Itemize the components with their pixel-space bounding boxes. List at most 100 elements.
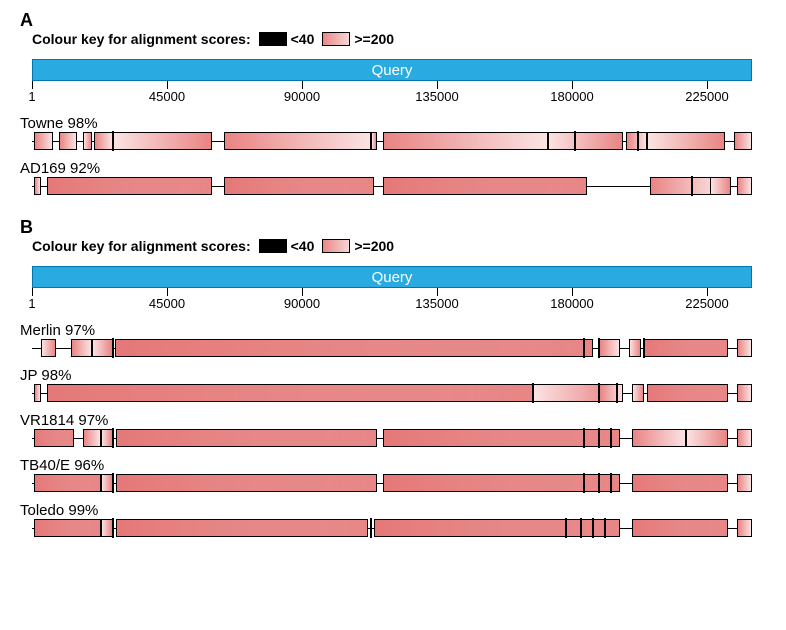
segment-boundary	[565, 518, 567, 538]
alignment-segment	[224, 132, 371, 150]
axis-tick: 135000	[437, 288, 438, 296]
alignment-segment	[116, 429, 377, 447]
alignment-segment	[47, 177, 212, 195]
legend-swatch	[322, 239, 350, 253]
axis-tick-label: 135000	[415, 89, 458, 104]
axis-tick-label: 135000	[415, 296, 458, 311]
query-bar: Query	[32, 59, 752, 81]
axis-tick-label: 1	[28, 296, 35, 311]
track-label: Toledo 99%	[20, 502, 766, 519]
alignment-segment	[41, 339, 56, 357]
alignment-segment	[629, 339, 641, 357]
legend-prefix: Colour key for alignment scores:	[32, 31, 251, 47]
axis-tick-label: 45000	[149, 89, 185, 104]
alignment-segment	[737, 519, 752, 537]
alignment-segment	[47, 384, 533, 402]
alignment-track: AD169 92%	[20, 160, 766, 195]
alignment-segment	[737, 177, 752, 195]
axis-tick-label: 45000	[149, 296, 185, 311]
axis-tick-label: 1	[28, 89, 35, 104]
alignment-segment	[371, 132, 377, 150]
alignment-segment	[92, 339, 113, 357]
panel-letter: B	[20, 217, 766, 238]
alignment-segment	[647, 132, 725, 150]
track-canvas	[20, 384, 766, 402]
axis-tick: 180000	[572, 288, 573, 296]
alignment-segment	[34, 132, 54, 150]
alignment-segment	[34, 429, 75, 447]
axis-tick: 90000	[302, 81, 303, 89]
figure-root: AColour key for alignment scores:<40>=20…	[0, 0, 786, 630]
track-canvas	[20, 339, 766, 357]
alignment-segment	[647, 384, 728, 402]
track-canvas	[20, 429, 766, 447]
query-bar: Query	[32, 266, 752, 288]
alignment-track: JP 98%	[20, 367, 766, 402]
track-canvas	[20, 132, 766, 150]
alignment-segment	[94, 132, 114, 150]
track-canvas	[20, 519, 766, 537]
axis-tick-label: 225000	[685, 296, 728, 311]
legend-item-label: >=200	[354, 31, 394, 47]
axis-tick: 225000	[707, 81, 708, 89]
legend: Colour key for alignment scores:<40>=200	[32, 238, 394, 254]
alignment-track: TB40/E 96%	[20, 457, 766, 492]
axis-tick: 1	[32, 288, 33, 296]
alignment-segment	[59, 132, 77, 150]
alignment-segment	[115, 339, 594, 357]
segment-boundary	[592, 518, 594, 538]
axis-tick-label: 90000	[284, 296, 320, 311]
segment-boundary	[583, 338, 585, 358]
alignment-segment	[116, 474, 377, 492]
axis-tick: 1	[32, 81, 33, 89]
alignment-segment	[34, 177, 42, 195]
alignment-segment	[34, 474, 102, 492]
segment-boundary	[610, 473, 612, 493]
segment-boundary	[598, 473, 600, 493]
alignment-segment	[686, 429, 728, 447]
legend-item-label: <40	[291, 238, 315, 254]
alignment-segment	[710, 177, 731, 195]
alignment-segment	[383, 177, 587, 195]
alignment-segment	[71, 339, 92, 357]
segment-boundary	[574, 131, 576, 151]
alignment-segment	[632, 474, 728, 492]
alignment-segment	[374, 519, 620, 537]
segment-boundary	[580, 518, 582, 538]
axis-tick-label: 180000	[550, 89, 593, 104]
segment-boundary	[610, 428, 612, 448]
alignment-segment	[548, 132, 623, 150]
alignment-segment	[632, 429, 686, 447]
legend-swatch	[259, 32, 287, 46]
alignment-track: Toledo 99%	[20, 502, 766, 537]
segment-boundary	[598, 428, 600, 448]
segment-boundary	[643, 338, 645, 358]
alignment-segment	[34, 384, 42, 402]
alignment-segment	[737, 474, 752, 492]
axis-tick: 135000	[437, 81, 438, 89]
legend: Colour key for alignment scores:<40>=200	[32, 31, 394, 47]
alignment-segment	[599, 384, 623, 402]
segment-boundary	[112, 338, 114, 358]
alignment-segment	[734, 132, 752, 150]
alignment-segment	[83, 429, 101, 447]
alignment-segment	[632, 519, 728, 537]
alignment-segment	[383, 132, 548, 150]
alignment-segment	[737, 384, 752, 402]
alignment-segment	[113, 132, 212, 150]
panel-letter: A	[20, 10, 766, 31]
alignment-track: VR1814 97%	[20, 412, 766, 447]
axis: 1 45000 90000 135000 180000 225000	[20, 81, 766, 103]
track-label: JP 98%	[20, 367, 766, 384]
legend-swatch	[322, 32, 350, 46]
alignment-segment	[632, 384, 644, 402]
segment-boundary	[370, 518, 372, 538]
axis-tick: 90000	[302, 288, 303, 296]
segment-boundary	[583, 428, 585, 448]
axis: 1 45000 90000 135000 180000 225000	[20, 288, 766, 310]
segment-boundary	[616, 383, 618, 403]
segment-boundary	[691, 176, 693, 196]
axis-tick: 225000	[707, 288, 708, 296]
axis-tick: 45000	[167, 81, 168, 89]
segment-boundary	[637, 131, 639, 151]
